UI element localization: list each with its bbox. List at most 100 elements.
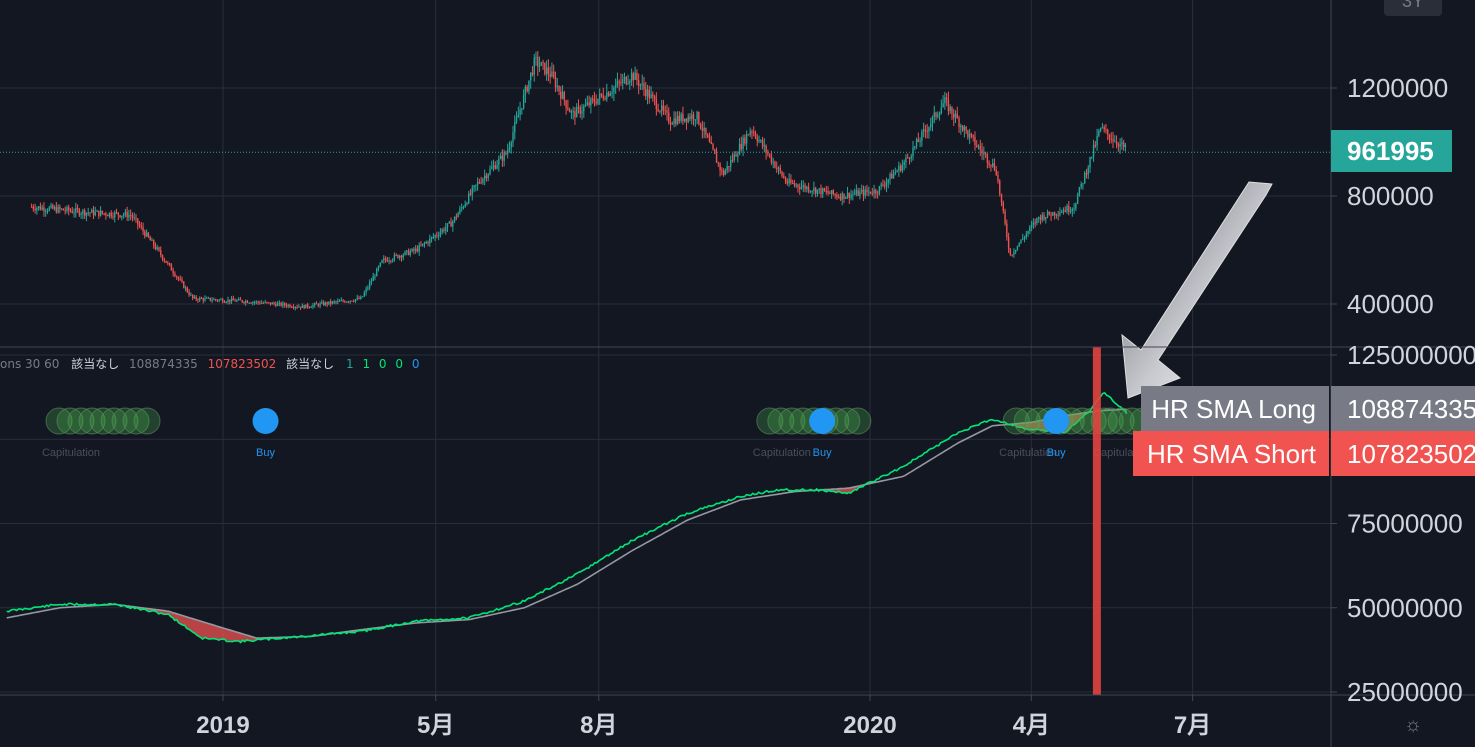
candle	[958, 115, 960, 133]
candle	[245, 299, 247, 306]
candle	[407, 248, 410, 256]
candle	[1105, 123, 1107, 134]
candle	[768, 153, 771, 158]
candle	[597, 98, 599, 106]
candle	[540, 61, 543, 67]
candle	[687, 113, 689, 124]
candle	[183, 280, 185, 289]
candle	[510, 140, 512, 154]
candle	[938, 111, 941, 121]
candle	[455, 213, 458, 221]
candle	[326, 301, 328, 308]
candle	[213, 297, 215, 301]
legend-long-value: 108874335	[129, 357, 198, 371]
candle	[443, 226, 445, 234]
candle	[273, 301, 275, 306]
candle	[499, 152, 502, 160]
candle	[544, 62, 546, 76]
candle	[112, 212, 114, 220]
candle	[515, 111, 518, 124]
candle	[793, 179, 796, 188]
candle	[354, 299, 357, 304]
candle	[972, 134, 974, 142]
candle	[1087, 164, 1089, 180]
candle	[967, 129, 969, 140]
candle	[1029, 224, 1031, 235]
candle	[1057, 210, 1059, 221]
candle	[53, 205, 56, 211]
candle	[163, 257, 166, 263]
candle	[519, 101, 521, 121]
candle	[425, 240, 427, 244]
legend-none-2: 該当なし	[286, 356, 334, 371]
candle	[1053, 211, 1056, 220]
candle	[535, 51, 537, 66]
candle	[80, 211, 82, 219]
candle	[706, 133, 709, 139]
candle	[1050, 211, 1052, 222]
candle	[76, 204, 79, 213]
candle	[199, 296, 201, 303]
candle	[572, 106, 574, 120]
candle	[204, 295, 206, 302]
candle	[391, 258, 394, 263]
candle	[71, 206, 73, 214]
candle	[1112, 131, 1114, 149]
candle	[505, 150, 507, 156]
candle	[1018, 242, 1020, 248]
candle	[990, 164, 992, 172]
candle	[770, 150, 773, 165]
candle	[430, 236, 433, 243]
candle	[699, 122, 702, 130]
indicator-axis[interactable]: 125000000 75000000 50000000 25000000	[1331, 340, 1475, 707]
candle	[719, 162, 721, 177]
candle	[310, 305, 312, 309]
candle	[953, 108, 955, 126]
price-axis[interactable]: 1200000 800000 400000	[1331, 73, 1448, 319]
candle	[839, 193, 842, 202]
candle	[705, 127, 707, 139]
candle	[1036, 217, 1038, 226]
candle	[935, 111, 937, 121]
candle	[1027, 230, 1029, 237]
candle	[64, 206, 66, 215]
candle	[577, 99, 580, 114]
candle	[328, 301, 330, 306]
candle	[898, 161, 900, 177]
candle	[429, 234, 431, 247]
candle	[652, 91, 654, 102]
candle	[466, 201, 468, 206]
candle	[951, 106, 953, 120]
candle	[880, 182, 882, 191]
candle	[673, 111, 675, 128]
candle	[365, 286, 367, 296]
candle	[420, 240, 422, 247]
candle	[830, 189, 833, 199]
time-axis[interactable]: 2019 5月 8月 2020 4月 7月	[196, 695, 1211, 739]
candle	[1000, 193, 1003, 207]
candle	[406, 250, 408, 256]
candle	[452, 219, 454, 232]
candle	[154, 242, 157, 251]
candle	[533, 53, 535, 82]
candle	[508, 141, 511, 153]
timeframe-button[interactable]: 3Y	[1384, 0, 1442, 16]
candle	[193, 294, 196, 299]
capitulation-dot	[67, 407, 95, 435]
candle	[611, 84, 613, 99]
candle	[1062, 207, 1065, 215]
settings-gear-icon[interactable]: ☼	[1403, 714, 1423, 736]
candle	[108, 212, 111, 219]
candle	[211, 297, 213, 304]
candle	[632, 71, 635, 88]
indicator-tick-label: 125000000	[1347, 340, 1475, 370]
candle	[560, 86, 562, 106]
candle	[1076, 192, 1079, 205]
candle	[947, 91, 950, 116]
indicator-legend[interactable]: ons 30 60 該当なし 108874335 107823502 該当なし …	[0, 356, 420, 371]
price-tick-label: 400000	[1347, 289, 1434, 319]
candle	[299, 306, 302, 311]
candle	[462, 205, 465, 210]
candle	[446, 223, 449, 233]
